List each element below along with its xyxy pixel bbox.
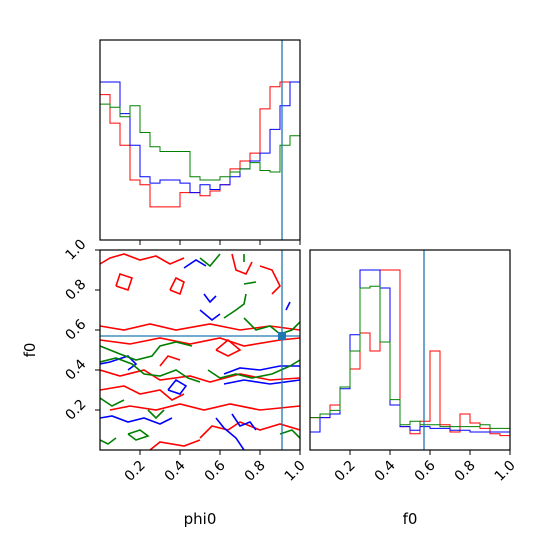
frame (99, 39, 301, 241)
y-tick-label-1: 0.4 (62, 356, 89, 383)
x-axis-label-phi0: phi0 (184, 510, 217, 528)
contour-line-29 (100, 341, 193, 361)
x-tick-label-0: 0.2 (122, 458, 149, 485)
contour-line-25 (199, 253, 221, 268)
hist-series-2 (100, 103, 300, 240)
contour-line-14 (183, 259, 207, 269)
y-tick-label-4: 1.0 (62, 236, 89, 263)
x-tick-label-3: 0.8 (452, 458, 479, 485)
contour-line-34 (100, 397, 125, 407)
contour-line-3 (231, 253, 253, 276)
contour-line-19 (223, 365, 300, 375)
contour-line-13 (159, 355, 181, 367)
contour-line-8 (100, 369, 300, 383)
x-tick-label-3: 0.8 (242, 458, 269, 485)
x-tick-label-4: 1.0 (492, 458, 519, 485)
contour-line-0 (100, 253, 185, 265)
contour-line-21 (100, 415, 173, 425)
contour-line-4 (259, 265, 281, 295)
contour-line-23 (231, 413, 257, 431)
contour-line-16 (199, 309, 221, 322)
contour-line-20 (223, 379, 300, 385)
y-tick-label-0: 0.2 (62, 396, 89, 423)
contour-line-2 (169, 276, 185, 296)
frame (99, 249, 301, 451)
hist-series-0 (100, 81, 300, 240)
contour-line-9 (100, 385, 185, 401)
contour-line-6 (100, 337, 300, 347)
contour-line-37 (279, 429, 300, 439)
x-tick-label-2: 0.6 (202, 458, 229, 485)
contour-line-35 (100, 437, 117, 445)
x-tick-label-0: 0.2 (332, 458, 359, 485)
contour-line-31 (207, 359, 300, 379)
contour-line-18 (167, 378, 188, 395)
contour-line-36 (243, 317, 300, 335)
f0-marginal-panel: 0.2 0.4 0.6 0.8 1.0 (309, 249, 519, 485)
contour-area (100, 250, 300, 450)
f0-hist-area (310, 250, 510, 450)
contour-line-24 (285, 301, 291, 311)
contour-line-10 (109, 403, 300, 411)
contour-line-11 (199, 421, 300, 439)
x-axis-label-f0: f0 (403, 510, 418, 528)
phi0-marginal-panel (99, 39, 301, 245)
hist-series-2 (310, 285, 510, 450)
contour-line-32 (127, 429, 150, 441)
contour-line-7 (215, 338, 242, 357)
frame (309, 249, 511, 451)
contour-line-27 (223, 293, 247, 319)
contour-line-12 (149, 439, 201, 450)
y-tick-label-3: 0.8 (62, 276, 89, 303)
truth-marker (278, 332, 286, 340)
contour-line-33 (147, 409, 165, 420)
contour-line-1 (115, 272, 134, 292)
phi0-hist-area (100, 40, 300, 240)
contour-line-15 (203, 293, 217, 304)
x-tick-label-2: 0.6 (412, 458, 439, 485)
hist-series-1 (100, 81, 300, 240)
contour-line-30 (100, 357, 201, 383)
x-tick-label-1: 0.4 (162, 458, 189, 485)
y-tick-label-2: 0.6 (62, 316, 89, 343)
y-axis-label-f0: f0 (21, 343, 39, 358)
contour-line-22 (215, 417, 245, 450)
x-tick-label-4: 1.0 (282, 458, 309, 485)
joint-contour-panel: 0.2 0.4 0.6 0.8 1.0 0.2 0.4 0.6 0.8 1.0 (62, 236, 308, 484)
x-tick-label-1: 0.4 (372, 458, 399, 485)
contour-line-28 (243, 281, 257, 285)
